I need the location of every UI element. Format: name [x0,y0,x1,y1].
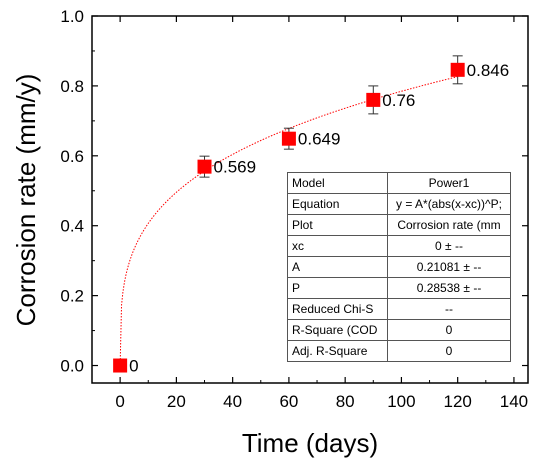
fit-table-value: 0.21081 ± -- [387,256,511,278]
fit-table-row: Equation y = A*(abs(x-xc))^P; [287,193,511,215]
fit-results-table: Model Power1 Equation y = A*(abs(x-xc))^P; P… [287,172,511,362]
fit-table-row: Model Power1 [287,172,511,194]
fit-table-value: -- [387,298,511,320]
x-tick-label: 100 [387,392,415,411]
data-label: 0.846 [467,61,510,80]
data-point [113,358,128,373]
fit-table-row: Plot Corrosion rate (mm [287,214,511,236]
fit-table-row: A 0.21081 ± -- [287,256,511,278]
y-tick-label: 0.6 [60,147,84,166]
y-tick-label: 0.4 [60,217,84,236]
fit-table-row: Adj. R-Square 0 [287,340,511,362]
x-tick-label: 60 [279,392,298,411]
data-label: 0.569 [214,158,257,177]
data-label: 0.76 [382,91,415,110]
plot-frame [91,15,529,384]
y-tick-label: 0.2 [60,287,84,306]
x-tick-label: 120 [443,392,471,411]
data-point [197,159,212,174]
fit-table-key: Reduced Chi-S [287,298,388,320]
y-axis-title: Corrosion rate (mm/y) [11,74,41,327]
fit-table-key: Plot [287,214,388,236]
x-axis-title: Time (days) [242,428,378,458]
y-tick-label: 0.8 [60,77,84,96]
data-label: 0 [129,357,138,376]
fit-table-key: R-Square (COD [287,319,388,341]
fit-table-key: P [287,277,388,299]
fit-table-key: Equation [287,193,388,215]
data-point [450,62,465,77]
fit-table-row: R-Square (COD 0 [287,319,511,341]
data-points: 0 0.569 0.649 0.76 0.846 [113,55,510,376]
fit-table-value: 0 [387,319,511,341]
x-tick-label: 20 [167,392,186,411]
fit-table-value: Power1 [387,172,511,194]
data-label: 0.649 [298,130,341,149]
fit-table-row: Reduced Chi-S -- [287,298,511,320]
ticks: 0 20 40 60 80 100 120 140 0.0 0.2 0.4 0.6 0.8 1.0 [60,7,528,411]
fit-table-value: 0 ± -- [387,235,511,257]
x-tick-label: 80 [336,392,355,411]
fit-table-key: xc [287,235,388,257]
fit-table-value: Corrosion rate (mm [387,214,511,236]
fit-table-row: P 0.28538 ± -- [287,277,511,299]
data-point [366,92,381,107]
fit-table-key: Adj. R-Square [287,340,388,362]
fit-table-row: xc 0 ± -- [287,235,511,257]
fit-table-key: Model [287,172,388,194]
data-point [281,131,296,146]
x-tick-label: 40 [223,392,242,411]
fit-table-key: A [287,256,388,278]
x-tick-label: 0 [115,392,124,411]
y-tick-label: 0.0 [60,357,84,376]
y-tick-label: 1.0 [60,7,84,26]
fit-table-value: y = A*(abs(x-xc))^P; [387,193,511,215]
x-tick-label: 140 [500,392,528,411]
fit-table-value: 0.28538 ± -- [387,277,511,299]
fit-table-value: 0 [387,340,511,362]
